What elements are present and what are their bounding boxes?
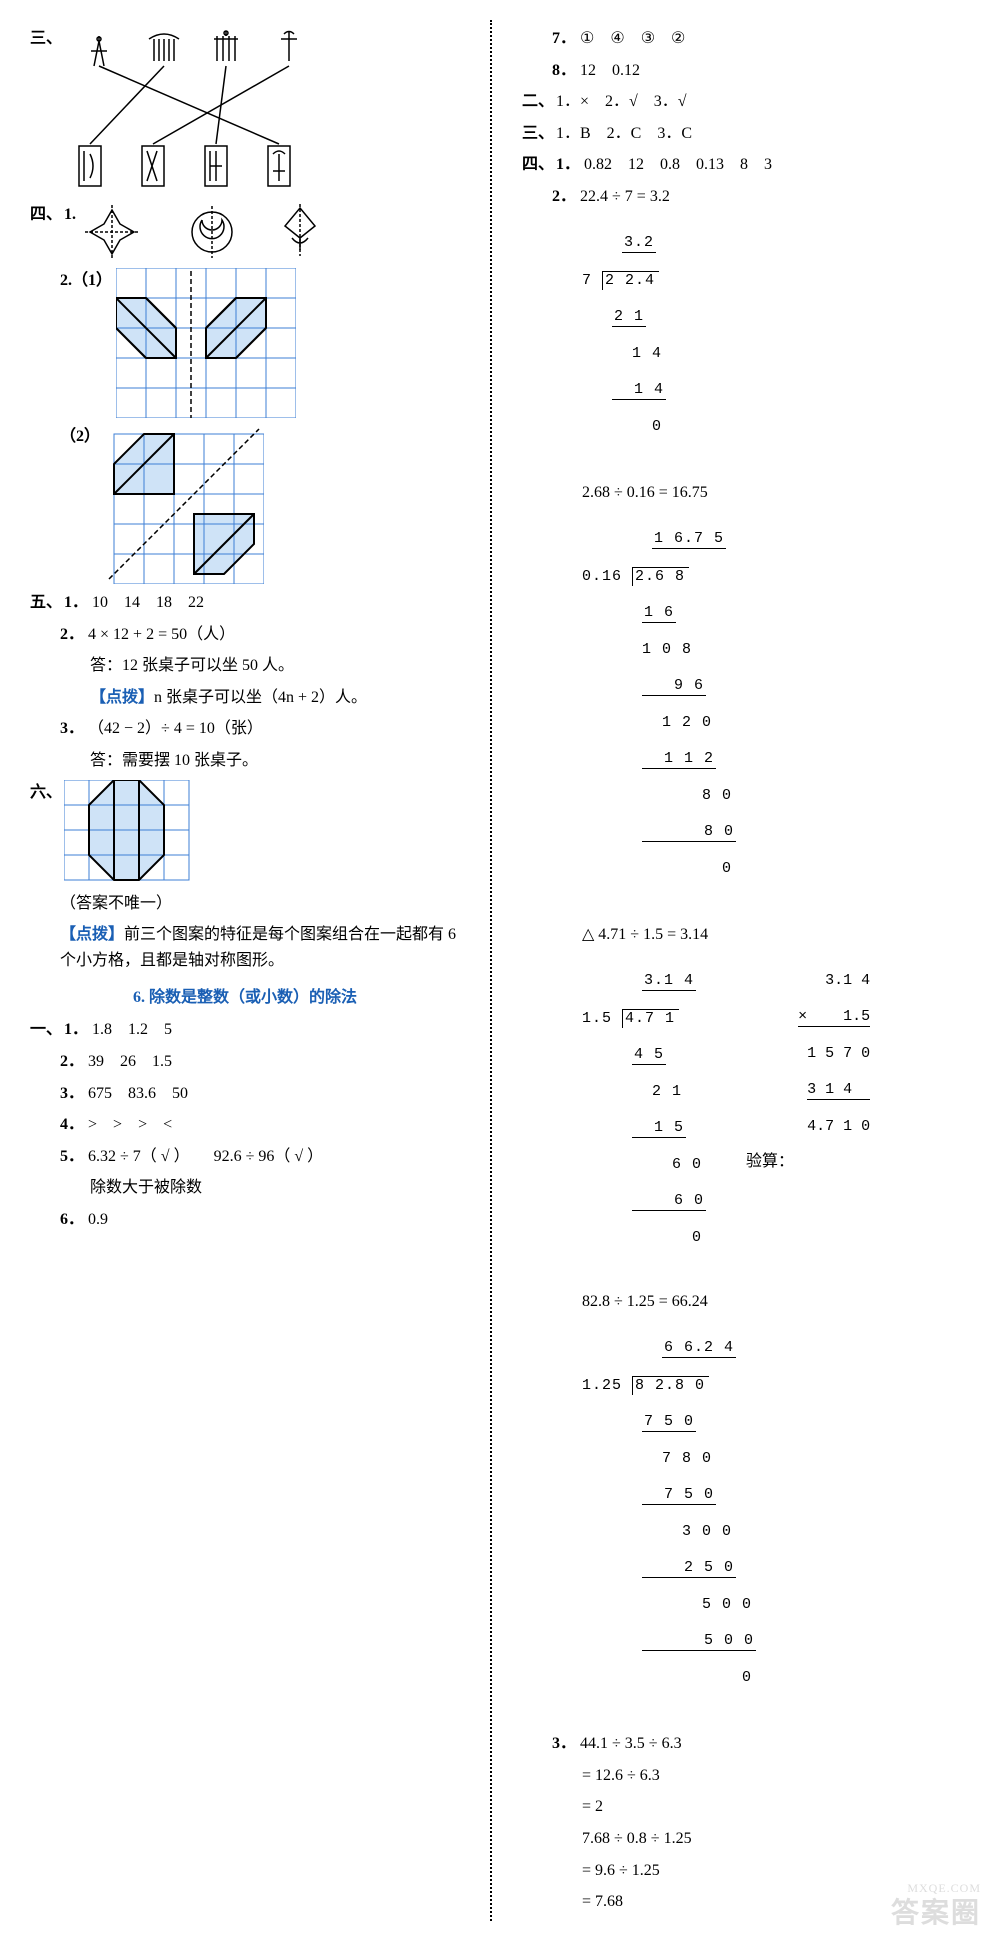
check-block: 验算： 3.1 4 × 1.5 1 5 7 0 3 1 4 4.7 1 0: [746, 954, 870, 1175]
r-sec2-q1: 1．× 2．√ 3．√: [556, 93, 687, 110]
sec1-q5-reason: 除数大于被除数: [90, 1179, 202, 1196]
sec1-q4-values: > > > <: [88, 1116, 172, 1133]
r-sec3-label: 三、: [522, 121, 552, 147]
r-sec4-q3-l5: = 7.68: [582, 1893, 623, 1910]
sec3-label: 三、: [30, 26, 60, 52]
r-sec4-q2-p2-expr: 2.68 ÷ 0.16 = 16.75: [582, 484, 708, 501]
sec5-q2-label: 2．: [60, 626, 84, 643]
sec5-q1-label: 1．: [64, 594, 88, 611]
r-q8-label: 8．: [552, 62, 576, 79]
sec4-q1-label: 1.: [64, 206, 76, 223]
sec1-q5-b: 92.6 ÷ 96（ √ ）: [214, 1148, 324, 1165]
sec1-q2-label: 2．: [60, 1053, 84, 1070]
sec4-q2-1-label: 2.（1）: [60, 272, 112, 289]
sec5-q2-hint: n 张桌子可以坐（4n + 2）人。: [154, 689, 367, 706]
r-sec4-q1-values: 0.82 12 0.8 0.13 8 3: [584, 156, 772, 173]
longdiv-1: 3.2 7 2 2.4 2 1 1 4 1 4 0: [582, 216, 666, 472]
grid-figure-1: [116, 268, 296, 418]
sec5-q2-expr: 4 × 12 + 2 = 50（人）: [88, 626, 235, 643]
r-q7-values: ① ④ ③ ②: [580, 30, 685, 47]
hint-label: 【点拨】: [90, 689, 154, 706]
sec5-q3-label: 3．: [60, 720, 84, 737]
r-sec3-q1: 1．B 2．C 3．C: [556, 125, 692, 142]
r-sec4-q1-label: 1．: [556, 156, 580, 173]
r-sec4-q2-p1-expr: 22.4 ÷ 7 = 3.2: [580, 188, 670, 205]
r-q7-label: 7．: [552, 30, 576, 47]
column-divider: [490, 20, 492, 1921]
sec6-hint-label: 【点拨】: [60, 926, 124, 943]
sec5-q3-answer: 答：需要摆 10 张桌子。: [90, 752, 258, 769]
r-sec4-q2-p4-expr: 82.8 ÷ 1.25 = 66.24: [582, 1293, 708, 1310]
longdiv-2: 1 6.7 5 0.16 2.6 8 1 6 1 0 8 9 6 1 2 0 1…: [582, 512, 736, 914]
r-sec4-label: 四、: [522, 152, 552, 178]
r-sec4-q3-l2: = 2: [582, 1798, 603, 1815]
r-sec4-q2-label: 2．: [552, 188, 576, 205]
matching-diagram: [64, 26, 324, 196]
sec6-note: （答案不唯一）: [60, 895, 172, 912]
sec1-q5-label: 5．: [60, 1148, 84, 1165]
r-sec2-label: 二、: [522, 89, 552, 115]
sec5-q3-expr: （42 − 2）÷ 4 = 10（张）: [88, 720, 263, 737]
sec1-q3-values: 675 83.6 50: [88, 1085, 188, 1102]
sec1-q2-values: 39 26 1.5: [88, 1053, 172, 1070]
r-sec4-q3-label: 3．: [552, 1735, 576, 1752]
r-sec4-q3-l4: = 9.6 ÷ 1.25: [582, 1862, 660, 1879]
sec1-q6-label: 6．: [60, 1211, 84, 1228]
sec1-q3-label: 3．: [60, 1085, 84, 1102]
section-title: 6. 除数是整数（或小数）的除法: [30, 983, 460, 1007]
longdiv-4: 6 6.2 4 1.25 8 2.8 0 7 5 0 7 8 0 7 5 0 3…: [582, 1321, 756, 1723]
grid-hexagon: [64, 780, 194, 885]
sec1-q1-label: 1．: [64, 1021, 88, 1038]
sec4-label: 四、: [30, 202, 60, 228]
sec1-q4-label: 4．: [60, 1116, 84, 1133]
watermark-text: 答案圈: [891, 1891, 981, 1931]
sec1-label: 一、: [30, 1017, 60, 1043]
sec4-q2-2-label: （2）: [60, 428, 100, 445]
r-sec4-q2-p3-expr: △ 4.71 ÷ 1.5 = 3.14: [582, 926, 708, 943]
symmetry-shapes: [80, 202, 350, 262]
longdiv-3: 3.1 4 1.5 4.7 1 4 5 2 1 1 5 6 0 6 0 0: [582, 954, 706, 1283]
r-sec4-q3-l1: = 12.6 ÷ 6.3: [582, 1767, 660, 1784]
sec6-label: 六、: [30, 780, 60, 806]
mult-check: 3.1 4 × 1.5 1 5 7 0 3 1 4 4.7 1 0: [798, 954, 870, 1172]
sec1-q5-a: 6.32 ÷ 7（ √ ）: [88, 1148, 190, 1165]
sec5-q2-answer: 答：12 张桌子可以坐 50 人。: [90, 657, 294, 674]
sec5-label: 五、: [30, 590, 60, 616]
grid-figure-2: [104, 424, 264, 584]
r-sec4-q3-l0: 44.1 ÷ 3.5 ÷ 6.3: [580, 1735, 682, 1752]
r-q8-values: 12 0.12: [580, 62, 640, 79]
sec5-q1-values: 10 14 18 22: [92, 594, 204, 611]
check-label: 验算：: [746, 1153, 794, 1170]
sec1-q6-values: 0.9: [88, 1211, 108, 1228]
sec1-q1-values: 1.8 1.2 5: [92, 1021, 172, 1038]
r-sec4-q3-l3: 7.68 ÷ 0.8 ÷ 1.25: [582, 1830, 692, 1847]
